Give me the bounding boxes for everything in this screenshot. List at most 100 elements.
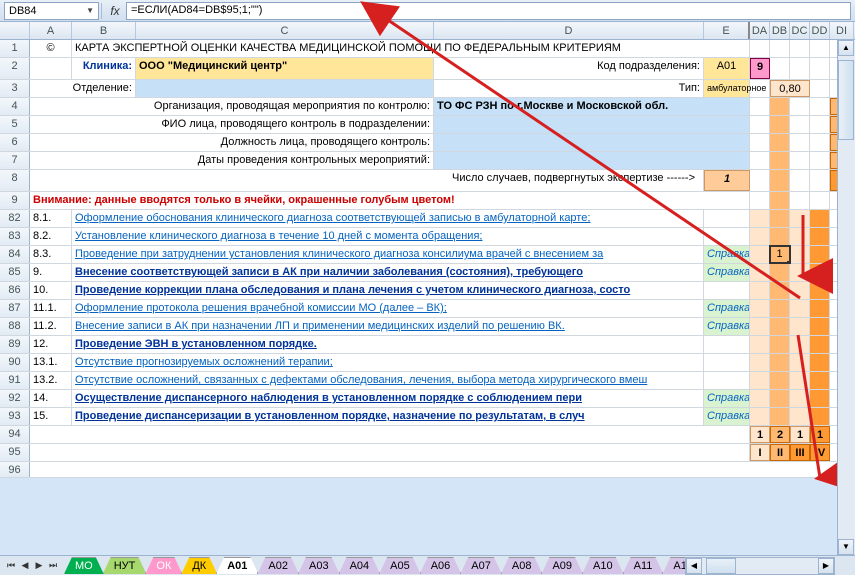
row-header[interactable]: 91 <box>0 372 30 389</box>
scroll-thumb[interactable] <box>838 60 854 140</box>
row-header[interactable]: 9 <box>0 192 30 209</box>
pos-value[interactable] <box>434 134 750 151</box>
sheet-tab-ОК[interactable]: ОК <box>145 557 182 574</box>
row-text[interactable]: Внесение соответствующей записи в АК при… <box>72 264 704 281</box>
name-box[interactable]: DB84 ▼ <box>4 2 99 20</box>
row-header[interactable]: 87 <box>0 300 30 317</box>
row-text[interactable]: Осуществление диспансерного наблюдения в… <box>72 390 704 407</box>
cell-DB85[interactable] <box>770 264 790 281</box>
row-header[interactable]: 95 <box>0 444 30 461</box>
dept-value[interactable] <box>136 80 434 97</box>
row-header[interactable]: 2 <box>0 58 30 79</box>
sheet-tab-А07[interactable]: А07 <box>460 557 502 574</box>
tab-last-icon[interactable]: ⏭ <box>46 559 60 573</box>
row-text[interactable]: Отсутствие прогнозируемых осложнений тер… <box>72 354 704 371</box>
row-header[interactable]: 89 <box>0 336 30 353</box>
row-header[interactable]: 7 <box>0 152 30 169</box>
fio-value[interactable] <box>434 116 750 133</box>
cell-DB92[interactable] <box>770 390 790 407</box>
scroll-down-icon[interactable]: ▼ <box>838 539 854 555</box>
sheet-tab-А03[interactable]: А03 <box>298 557 340 574</box>
col-header-DB[interactable]: DB <box>770 22 790 39</box>
sheet-tab-А05[interactable]: А05 <box>379 557 421 574</box>
col-header-C[interactable]: C <box>136 22 434 39</box>
col-header-DD[interactable]: DD <box>810 22 830 39</box>
cell-DB84[interactable]: 1 <box>770 246 790 263</box>
cell-DB82[interactable] <box>770 210 790 227</box>
horizontal-scrollbar[interactable]: ◀ ▶ <box>685 557 835 575</box>
scroll-left-icon[interactable]: ◀ <box>686 558 702 574</box>
sheet-tab-А04[interactable]: А04 <box>339 557 381 574</box>
row-header[interactable]: 84 <box>0 246 30 263</box>
sheet-tab-А06[interactable]: А06 <box>420 557 462 574</box>
sheet-tab-А11[interactable]: А11 <box>623 557 664 574</box>
row-header[interactable]: 85 <box>0 264 30 281</box>
cell-DB93[interactable] <box>770 408 790 425</box>
row-header[interactable]: 4 <box>0 98 30 115</box>
sheet-tab-МО[interactable]: МО <box>64 557 104 574</box>
sheet-tab-А09[interactable]: А09 <box>541 557 583 574</box>
dates-value[interactable] <box>434 152 750 169</box>
row-text[interactable]: Оформление протокола решения врачебной к… <box>72 300 704 317</box>
row-text[interactable]: Проведение коррекции плана обследования … <box>72 282 704 299</box>
row-text[interactable]: Внесение записи в АК при назначении ЛП и… <box>72 318 704 335</box>
type-value[interactable]: амбулаторное <box>704 80 750 97</box>
col-header-DA[interactable]: DA <box>750 22 770 39</box>
ref-link[interactable]: Справка <box>704 390 750 407</box>
sheet-tab-А02[interactable]: А02 <box>257 557 299 574</box>
ref-link[interactable]: Справка <box>704 300 750 317</box>
col-header-E[interactable]: E <box>704 22 750 39</box>
row-header[interactable]: 8 <box>0 170 30 191</box>
ref-link[interactable]: Справка <box>704 264 750 281</box>
row-text[interactable]: Установление клинического диагноза в теч… <box>72 228 704 245</box>
cell-DB90[interactable] <box>770 354 790 371</box>
row-text[interactable]: Оформление обоснования клинического диаг… <box>72 210 704 227</box>
row-header[interactable]: 94 <box>0 426 30 443</box>
row-header[interactable]: 5 <box>0 116 30 133</box>
name-box-dropdown-icon[interactable]: ▼ <box>86 6 94 15</box>
sheet-tab-А01[interactable]: А01 <box>216 557 258 574</box>
sheet-tab-А10[interactable]: А10 <box>582 557 624 574</box>
formula-input[interactable]: =ЕСЛИ(AD84=DB$95;1;"") <box>126 2 851 20</box>
row-text[interactable]: Отсутствие осложнений, связанных с дефек… <box>72 372 704 389</box>
col-header-DI[interactable]: DI <box>830 22 854 39</box>
ref-link[interactable]: Справка <box>704 318 750 335</box>
cell-DB83[interactable] <box>770 228 790 245</box>
row-text[interactable]: Проведение при затруднении установления … <box>72 246 704 263</box>
tab-next-icon[interactable]: ▶ <box>32 559 46 573</box>
row-header[interactable]: 90 <box>0 354 30 371</box>
col-header-DC[interactable]: DC <box>790 22 810 39</box>
tab-first-icon[interactable]: ⏮ <box>4 559 18 573</box>
row-header[interactable]: 93 <box>0 408 30 425</box>
sheet-tab-ДК[interactable]: ДК <box>181 557 217 574</box>
col-header-A[interactable]: A <box>30 22 72 39</box>
cell-DB88[interactable] <box>770 318 790 335</box>
row-header[interactable]: 96 <box>0 462 30 477</box>
scroll-thumb-h[interactable] <box>706 558 736 574</box>
cell-DB89[interactable] <box>770 336 790 353</box>
row-header[interactable]: 6 <box>0 134 30 151</box>
cell-DB86[interactable] <box>770 282 790 299</box>
sheet-tab-А08[interactable]: А08 <box>501 557 543 574</box>
row-header[interactable]: 1 <box>0 40 30 57</box>
row-header[interactable]: 3 <box>0 80 30 97</box>
scroll-up-icon[interactable]: ▲ <box>838 40 854 56</box>
col-header-B[interactable]: B <box>72 22 136 39</box>
code-value[interactable]: A01 <box>704 58 750 79</box>
row-header[interactable]: 88 <box>0 318 30 335</box>
row-text[interactable]: Проведение ЭВН в установленном порядке. <box>72 336 704 353</box>
fx-button[interactable]: fx <box>106 2 124 20</box>
scroll-right-icon[interactable]: ▶ <box>818 558 834 574</box>
row-header[interactable]: 83 <box>0 228 30 245</box>
row-header[interactable]: 86 <box>0 282 30 299</box>
tab-prev-icon[interactable]: ◀ <box>18 559 32 573</box>
sheet-tab-НУТ[interactable]: НУТ <box>103 557 147 574</box>
ref-link[interactable]: Справка <box>704 408 750 425</box>
row-header[interactable]: 92 <box>0 390 30 407</box>
ref-link[interactable]: Справка <box>704 246 750 263</box>
col-header-D[interactable]: D <box>434 22 704 39</box>
cell-DB87[interactable] <box>770 300 790 317</box>
clinic-value[interactable]: ООО "Медицинский центр" <box>136 58 434 79</box>
select-all-corner[interactable] <box>0 22 30 39</box>
row-header[interactable]: 82 <box>0 210 30 227</box>
